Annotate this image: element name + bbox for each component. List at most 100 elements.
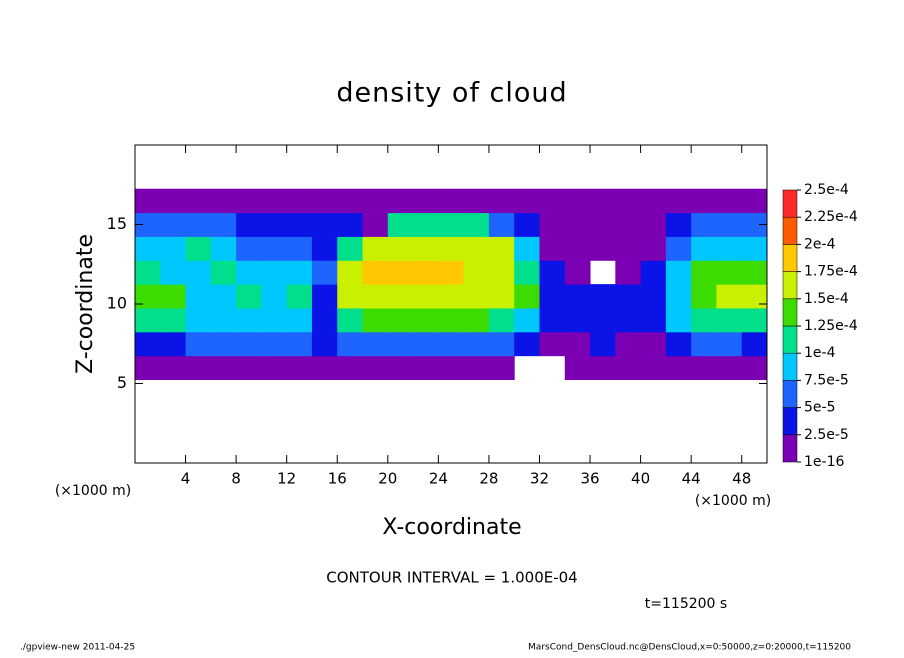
heatmap-cell	[488, 236, 515, 261]
heatmap-cell	[564, 212, 591, 237]
heatmap-cell	[640, 188, 667, 214]
heatmap-cell	[564, 307, 591, 333]
colorbar-bin	[782, 407, 798, 436]
heatmap-cell	[337, 355, 364, 381]
heatmap-cell	[463, 260, 490, 285]
heatmap-cell	[564, 284, 591, 309]
heatmap-cell	[514, 307, 540, 333]
heatmap-cell	[488, 212, 515, 237]
heatmap-cell	[539, 331, 566, 357]
heatmap-cell	[236, 307, 262, 333]
heatmap-cell	[539, 307, 566, 333]
heatmap-cell	[590, 212, 616, 237]
heatmap-cell	[261, 236, 288, 261]
heatmap-cell	[185, 284, 212, 309]
colorbar-bin	[782, 216, 798, 245]
heatmap-cell	[665, 284, 692, 309]
colorbar-bin	[782, 325, 798, 354]
heatmap-cell	[261, 212, 288, 237]
heatmap-cell	[311, 260, 338, 285]
heatmap-cell	[286, 212, 313, 237]
heatmap-cell	[337, 236, 364, 261]
heatmap-cell	[691, 307, 717, 333]
heatmap-cell	[438, 284, 465, 309]
x-tick-label: 28	[479, 470, 498, 488]
heatmap-cell	[413, 260, 439, 285]
chart-title: density of cloud	[336, 78, 567, 109]
x-tick-label: 44	[682, 470, 701, 488]
heatmap-cell	[413, 331, 439, 357]
colorbar-label: 5e-5	[804, 400, 835, 416]
heatmap-cell	[514, 188, 540, 214]
heatmap-cell	[387, 212, 414, 237]
heatmap-cell	[160, 307, 187, 333]
heatmap-cell	[210, 355, 237, 381]
heatmap-cell	[135, 355, 161, 381]
heatmap-cell	[387, 188, 414, 214]
heatmap-cell	[716, 188, 743, 214]
x-tick-label: 20	[378, 470, 397, 488]
heatmap-cell	[590, 307, 616, 333]
heatmap-cell	[741, 284, 768, 309]
heatmap-cell	[337, 188, 364, 214]
y-tick-label: 15	[107, 214, 127, 233]
heatmap-cell	[665, 355, 692, 381]
heatmap-cell	[716, 307, 743, 333]
heatmap-cell	[160, 331, 187, 357]
heatmap-cell	[362, 284, 389, 309]
x-tick-label: 32	[530, 470, 549, 488]
heatmap-cell	[185, 212, 212, 237]
heatmap-cell	[590, 331, 616, 357]
heatmap-cell	[665, 188, 692, 214]
heatmap-cell	[564, 188, 591, 214]
heatmap-cell	[615, 331, 642, 357]
heatmap-cell	[615, 236, 642, 261]
colorbar-label: 1.25e-4	[804, 318, 858, 334]
heatmap-cell	[741, 236, 768, 261]
heatmap-cell	[413, 307, 439, 333]
x-tick-label: 16	[328, 470, 347, 488]
heatmap-cell	[665, 331, 692, 357]
heatmap-cell	[261, 188, 288, 214]
heatmap-cell	[286, 284, 313, 309]
heatmap-cell	[311, 331, 338, 357]
heatmap-cell	[210, 236, 237, 261]
heatmap-cell	[640, 284, 667, 309]
heatmap-cell	[514, 331, 540, 357]
heatmap-cell	[463, 236, 490, 261]
heatmap-cell	[135, 331, 161, 357]
heatmap-cell	[438, 260, 465, 285]
heatmap-cell	[438, 307, 465, 333]
footer-left: ./gpview-new 2011-04-25	[20, 643, 135, 653]
heatmap-cell	[160, 212, 187, 237]
heatmap-cell	[615, 188, 642, 214]
heatmap-cell	[286, 331, 313, 357]
colorbar-label: 7.5e-5	[804, 372, 849, 388]
colorbar-bin	[782, 271, 798, 300]
heatmap-cell	[640, 331, 667, 357]
heatmap-cell	[488, 188, 515, 214]
heatmap-cell	[413, 355, 439, 381]
x-tick-label: 24	[429, 470, 448, 488]
heatmap-cell	[438, 212, 465, 237]
heatmap-cell	[691, 260, 717, 285]
heatmap-cell	[615, 355, 642, 381]
heatmap-cell	[564, 355, 591, 381]
x-tick-label: 48	[732, 470, 751, 488]
heatmap-cell	[387, 284, 414, 309]
heatmap-cell	[691, 331, 717, 357]
heatmap-cell	[185, 355, 212, 381]
heatmap-cell	[665, 212, 692, 237]
x-axis-label: X-coordinate	[382, 515, 521, 540]
heatmap-cell	[716, 284, 743, 309]
heatmap-cell	[337, 284, 364, 309]
heatmap-cell	[463, 212, 490, 237]
heatmap-cell	[514, 260, 540, 285]
heatmap-cell	[438, 355, 465, 381]
x-tick-label: 12	[277, 470, 296, 488]
x-tick-label: 4	[181, 470, 191, 488]
heatmap-cell	[160, 260, 187, 285]
heatmap-cell	[463, 355, 490, 381]
heatmap-cell	[210, 212, 237, 237]
